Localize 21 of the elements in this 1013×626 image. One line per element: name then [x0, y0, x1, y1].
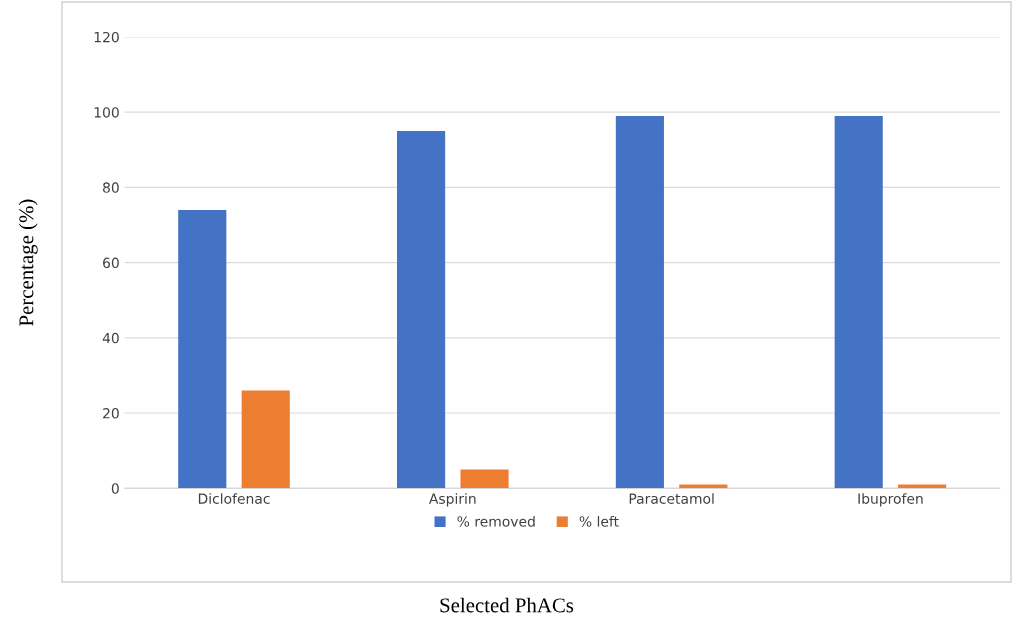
y-tick-label: 60 — [103, 257, 119, 269]
bar — [615, 115, 664, 489]
y-tick-label: 100 — [94, 107, 119, 118]
y-tick-label: 0 — [111, 483, 119, 494]
bar — [397, 130, 446, 489]
x-axis-title: Selected PhACs — [440, 597, 574, 613]
y-tick-label: 40 — [102, 332, 119, 344]
y-tick-label: 120 — [94, 31, 119, 43]
bar — [178, 209, 227, 489]
legend-label: % left — [579, 515, 619, 527]
bar — [460, 469, 509, 489]
x-tick-label: Ibuprofen — [858, 493, 923, 507]
legend-label: % removed — [457, 515, 535, 527]
bar — [241, 390, 290, 489]
y-tick-label: 20 — [103, 408, 119, 419]
y-tick-label: 80 — [103, 182, 119, 193]
y-axis-title: Percentage (%) — [18, 199, 38, 326]
x-tick-label: Paracetamol — [629, 493, 714, 504]
x-tick-label: Aspirin — [429, 493, 476, 507]
bar — [834, 115, 883, 489]
x-tick-label: Diclofenac — [198, 493, 270, 504]
